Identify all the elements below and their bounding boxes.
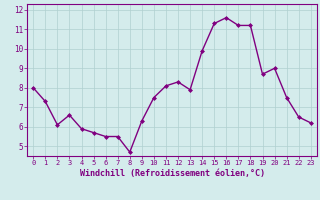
X-axis label: Windchill (Refroidissement éolien,°C): Windchill (Refroidissement éolien,°C): [79, 169, 265, 178]
